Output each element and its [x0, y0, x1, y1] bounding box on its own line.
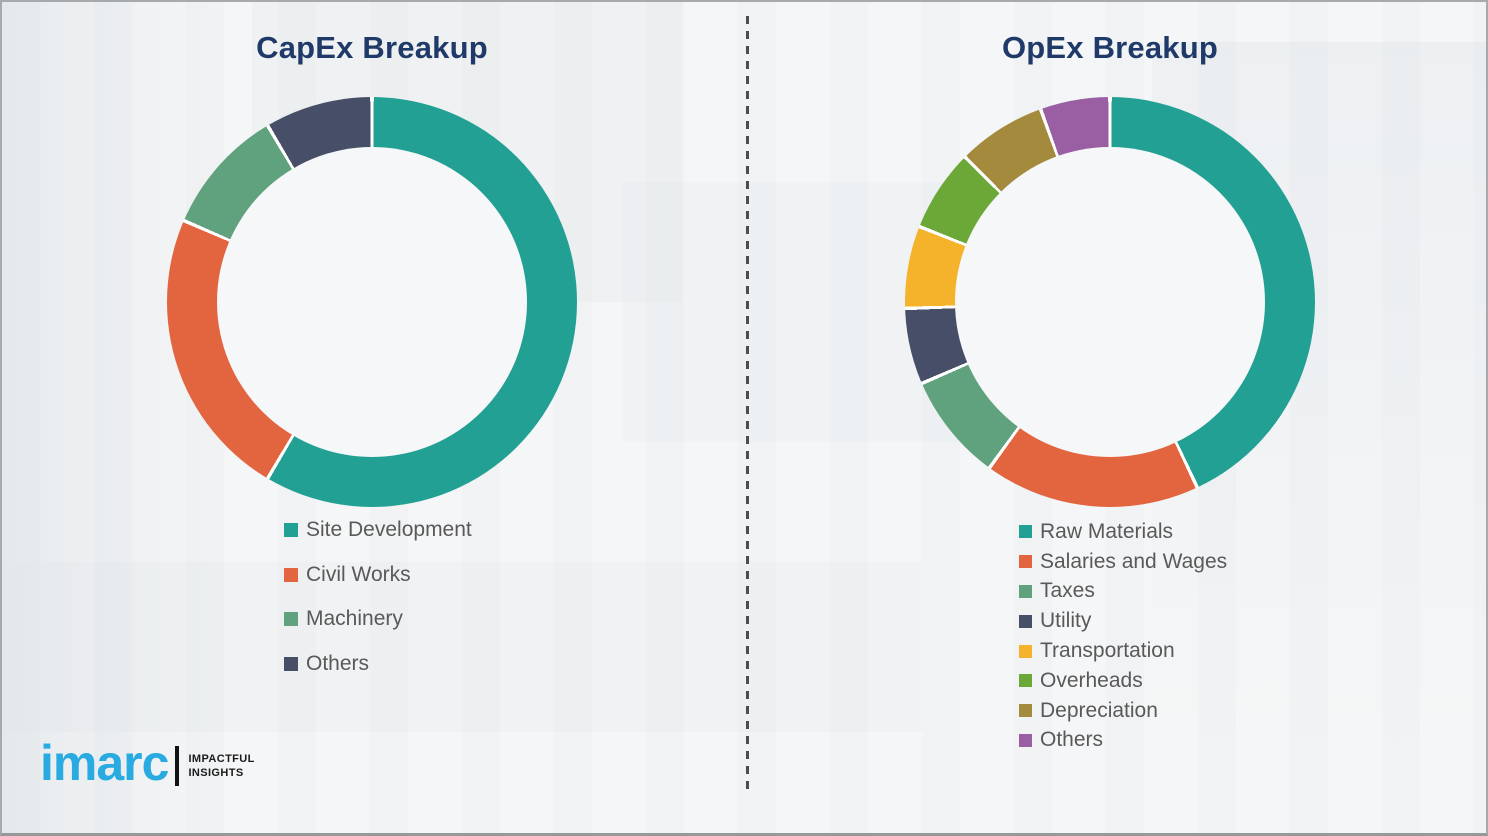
legend-label: Others	[306, 651, 370, 675]
legend-swatch-icon	[1019, 584, 1032, 598]
legend-swatch-icon	[284, 612, 298, 627]
legend-swatch-icon	[1019, 733, 1032, 747]
legend-label: Utility	[1040, 609, 1092, 633]
opex-chart-title: OpEx Breakup	[1001, 30, 1219, 65]
legend-swatch-icon	[1019, 525, 1032, 539]
legend-swatch-icon	[1019, 644, 1032, 658]
legend-item: Taxes	[1019, 577, 1227, 607]
legend-item: Machinery	[284, 597, 472, 642]
legend-label: Taxes	[1040, 579, 1095, 603]
legend-item: Others	[284, 642, 472, 687]
legend-swatch-icon	[284, 567, 298, 582]
watermark-shape	[2, 2, 237, 833]
imarc-logo-wordmark: imarc	[40, 735, 169, 791]
capex-donut-chart	[167, 97, 577, 507]
logo-divider-bar	[175, 746, 180, 786]
opex-legend: Raw Materials Salaries and Wages Taxes Util…	[1019, 517, 1227, 755]
legend-label: Salaries and Wages	[1040, 549, 1228, 573]
legend-label: Raw Materials	[1040, 519, 1174, 543]
legend-label: Machinery	[306, 607, 403, 631]
legend-item: Salaries and Wages	[1019, 547, 1227, 577]
legend-swatch-icon	[284, 656, 298, 671]
legend-swatch-icon	[1019, 555, 1032, 569]
legend-label: Depreciation	[1040, 698, 1158, 722]
legend-item: Civil Works	[284, 553, 472, 598]
legend-item: Raw Materials	[1019, 517, 1227, 547]
legend-swatch-icon	[1019, 614, 1032, 628]
legend-item: Utility	[1019, 606, 1227, 636]
legend-swatch-icon	[1019, 674, 1032, 688]
imarc-logo: imarc IMPACTFUL INSIGHTS	[40, 738, 255, 788]
legend-item: Site Development	[284, 508, 472, 553]
legend-swatch-icon	[284, 523, 298, 538]
legend-label: Overheads	[1040, 668, 1143, 692]
legend-label: Others	[1040, 728, 1104, 752]
logo-tagline-line1: IMPACTFUL	[188, 752, 255, 765]
legend-item: Transportation	[1019, 636, 1227, 666]
legend-item: Others	[1019, 726, 1227, 756]
legend-item: Depreciation	[1019, 696, 1227, 726]
divider-dashed-line	[746, 16, 749, 792]
donut-hole	[217, 147, 527, 457]
donut-hole	[955, 147, 1265, 457]
legend-label: Transportation	[1040, 639, 1175, 663]
logo-tagline: IMPACTFUL INSIGHTS	[188, 752, 254, 781]
legend-label: Site Development	[306, 518, 472, 542]
legend-item: Overheads	[1019, 666, 1227, 696]
opex-donut-chart	[905, 97, 1315, 507]
logo-tagline-line2: INSIGHTS	[188, 767, 244, 779]
legend-swatch-icon	[1019, 704, 1032, 718]
capex-legend: Site Development Civil Works Machinery Othe…	[284, 508, 472, 686]
legend-label: Civil Works	[306, 562, 411, 586]
capex-chart-title: CapEx Breakup	[256, 30, 488, 65]
